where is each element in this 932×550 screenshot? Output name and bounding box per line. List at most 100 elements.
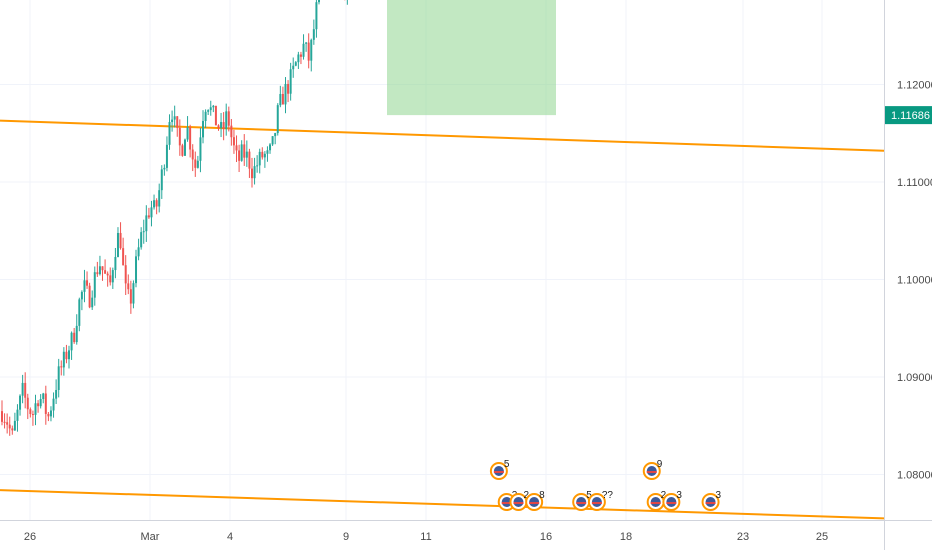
candle-body [258, 151, 261, 166]
orange-support-line[interactable] [0, 489, 885, 520]
candle-body [191, 149, 194, 160]
candle-body [165, 144, 168, 168]
orange-support-line[interactable] [0, 119, 885, 152]
candle-body [186, 127, 189, 140]
candle-body [1, 411, 3, 422]
candle-body [217, 125, 220, 129]
event-flag-icon[interactable]: ?? [587, 490, 614, 511]
candle-body [263, 153, 266, 158]
candle-body [194, 159, 197, 168]
candle-body [232, 137, 235, 146]
event-flag-icon[interactable]: 8 [525, 490, 545, 511]
candle-body [196, 160, 199, 168]
candle-body [80, 291, 83, 300]
candle-body [207, 110, 210, 112]
candle-body [202, 120, 205, 138]
candle-body [21, 382, 24, 396]
candle-body [29, 409, 32, 415]
candle-body [160, 169, 163, 191]
price-tag-bg [885, 106, 932, 125]
candle-body [65, 351, 68, 360]
candle-body [114, 256, 117, 271]
candle-body [266, 150, 269, 154]
candle-body [305, 42, 308, 44]
candle-body [281, 93, 284, 105]
candle-body [199, 137, 202, 161]
candlestick-series [1, 0, 348, 436]
event-count-label: 3 [716, 490, 722, 501]
candle-body [315, 2, 318, 30]
candle-body [230, 125, 233, 138]
candle-body [96, 272, 99, 275]
candle-body [310, 39, 313, 61]
candle-body [44, 393, 47, 414]
candle-body [178, 127, 181, 146]
take-profit-zone[interactable] [387, 0, 556, 116]
event-count-label: 2 [523, 490, 529, 501]
candle-body [276, 105, 279, 134]
candle-body [243, 144, 246, 158]
candle-body [116, 232, 119, 257]
candle-body [39, 398, 42, 407]
candle-body [238, 150, 241, 161]
flag-stripe [646, 471, 657, 473]
candle-body [269, 144, 272, 151]
event-flag-icon[interactable]: 5 [489, 459, 510, 480]
candle-body [16, 409, 19, 421]
candle-body [78, 299, 81, 326]
time-tick-label: 16 [540, 531, 552, 543]
event-flag-icon[interactable]: 9 [642, 459, 663, 480]
candle-body [47, 413, 50, 417]
candle-body [6, 422, 9, 425]
time-tick-label: 9 [343, 531, 349, 543]
candle-body [279, 93, 282, 106]
flag-stripe [529, 502, 540, 504]
candle-body [287, 83, 290, 94]
event-flag-icon[interactable]: 5 [572, 490, 592, 511]
flag-stripe [705, 502, 716, 504]
candle-body [235, 145, 238, 151]
flag-stripe [513, 502, 524, 504]
candle-body [212, 105, 215, 108]
candle-body [294, 62, 297, 66]
candle-body [150, 207, 153, 218]
flag-stripe [666, 502, 677, 504]
time-tick-label: 26 [24, 531, 36, 543]
candle-body [129, 289, 132, 304]
candle-body [163, 167, 166, 170]
long-short-position[interactable] [0, 0, 884, 116]
candle-body [209, 107, 212, 111]
price-tag-label: 1.11686 [891, 110, 930, 122]
event-count-label: ?? [602, 490, 614, 501]
flag-stripe [493, 471, 504, 473]
candle-body [140, 232, 143, 248]
candle-body [19, 395, 22, 410]
candle-body [173, 116, 176, 120]
candle-body [271, 136, 274, 145]
candle-body [204, 111, 207, 121]
candle-body [109, 275, 112, 283]
trendlines[interactable] [0, 0, 885, 520]
event-flag-icon[interactable]: 3 [662, 490, 682, 511]
candle-body [104, 270, 107, 274]
candle-body [181, 145, 184, 156]
candle-body [111, 270, 114, 283]
candle-body [135, 256, 138, 284]
candle-body [297, 54, 300, 63]
candle-body [26, 397, 29, 410]
price-tag: 1.11686 [885, 106, 932, 125]
time-tick-label: 4 [227, 531, 233, 543]
candle-body [240, 144, 243, 161]
candle-body [3, 421, 6, 423]
candle-body [137, 247, 140, 257]
candle-body [37, 403, 40, 407]
event-flag-icon[interactable]: 3 [701, 490, 722, 511]
candle-body [155, 200, 158, 207]
candle-body [8, 424, 11, 429]
time-tick-label: 11 [420, 531, 431, 543]
candle-body [57, 366, 60, 390]
economic-events[interactable]: 592285??233 [489, 459, 722, 511]
candle-body [189, 127, 192, 150]
candle-body [88, 285, 91, 308]
